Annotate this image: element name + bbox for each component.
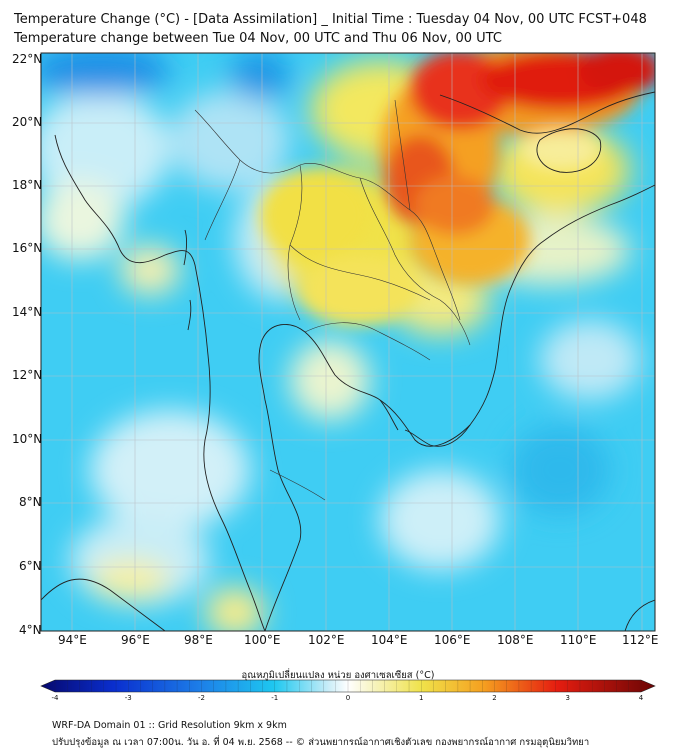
lon-label-100: 100°E — [244, 633, 281, 647]
footer-credit: ปรับปรุงข้อมูล ณ เวลา 07:00น. วัน อ. ที่… — [52, 737, 590, 748]
chart-subtitle: Temperature change between Tue 04 Nov, 0… — [14, 31, 502, 46]
lon-label-106: 106°E — [434, 633, 471, 647]
colorbar-tick-label: -4 — [51, 694, 59, 702]
colorbar-tick-label: 2 — [492, 694, 497, 702]
lon-label-112: 112°E — [622, 633, 659, 647]
lon-label-104: 104°E — [371, 633, 408, 647]
colorbar-tick-label: -1 — [271, 694, 279, 702]
lon-label-98: 98°E — [184, 633, 213, 647]
temperature-field — [41, 53, 655, 631]
colorbar-tick-label: -3 — [124, 694, 132, 702]
colorbar-tick-label: 1 — [419, 694, 424, 702]
lat-label-20: 20°N — [12, 115, 43, 129]
lat-label-6: 6°N — [19, 559, 42, 573]
country-borders — [194, 99, 471, 501]
lat-label-8: 8°N — [19, 495, 42, 509]
lat-label-10: 10°N — [12, 432, 43, 446]
chart-title: Temperature Change (°C) - [Data Assimila… — [14, 12, 647, 27]
colorbar-tick-label: 0 — [345, 694, 351, 702]
colorbar-tick-label: -2 — [198, 694, 205, 702]
lat-label-4: 4°N — [19, 623, 42, 637]
colorbar-ticks — [54, 680, 642, 692]
lat-label-14: 14°N — [12, 305, 43, 319]
lon-label-96: 96°E — [121, 633, 150, 647]
lon-label-108: 108°E — [497, 633, 534, 647]
lat-label-16: 16°N — [12, 241, 43, 255]
coastlines — [41, 91, 655, 631]
footer-resolution: WRF-DA Domain 01 :: Grid Resolution 9km … — [52, 720, 287, 731]
map-gridlines — [41, 53, 655, 631]
map-frame — [40, 52, 656, 632]
lon-label-110: 110°E — [560, 633, 597, 647]
lat-label-22: 22°N — [12, 52, 43, 66]
colorbar-tick-label: 4 — [638, 694, 644, 702]
colorbar-label: อุณหภูมิเปลี่ยนแปลง หน่วย องศาเซลเซียส (… — [241, 670, 435, 681]
lat-label-18: 18°N — [12, 178, 43, 192]
lat-label-12: 12°N — [12, 368, 43, 382]
colorbar-tick-label: 3 — [565, 694, 570, 702]
lon-label-102: 102°E — [308, 633, 345, 647]
lon-label-94: 94°E — [58, 633, 87, 647]
